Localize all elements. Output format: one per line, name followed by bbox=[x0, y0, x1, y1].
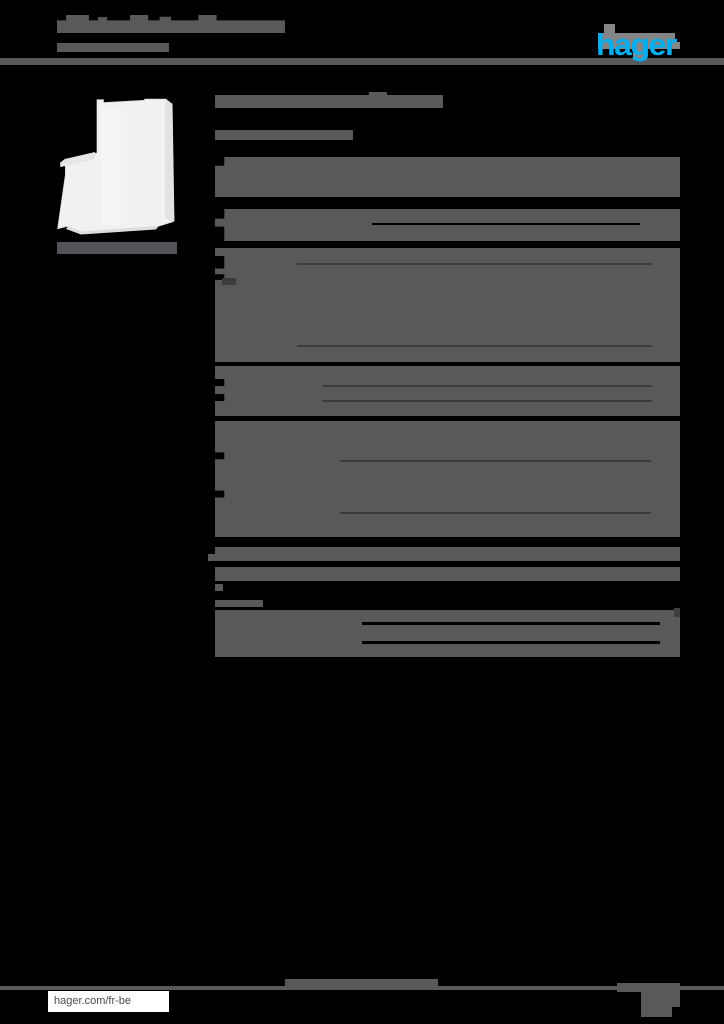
svg-text:hager: hager bbox=[598, 27, 677, 62]
